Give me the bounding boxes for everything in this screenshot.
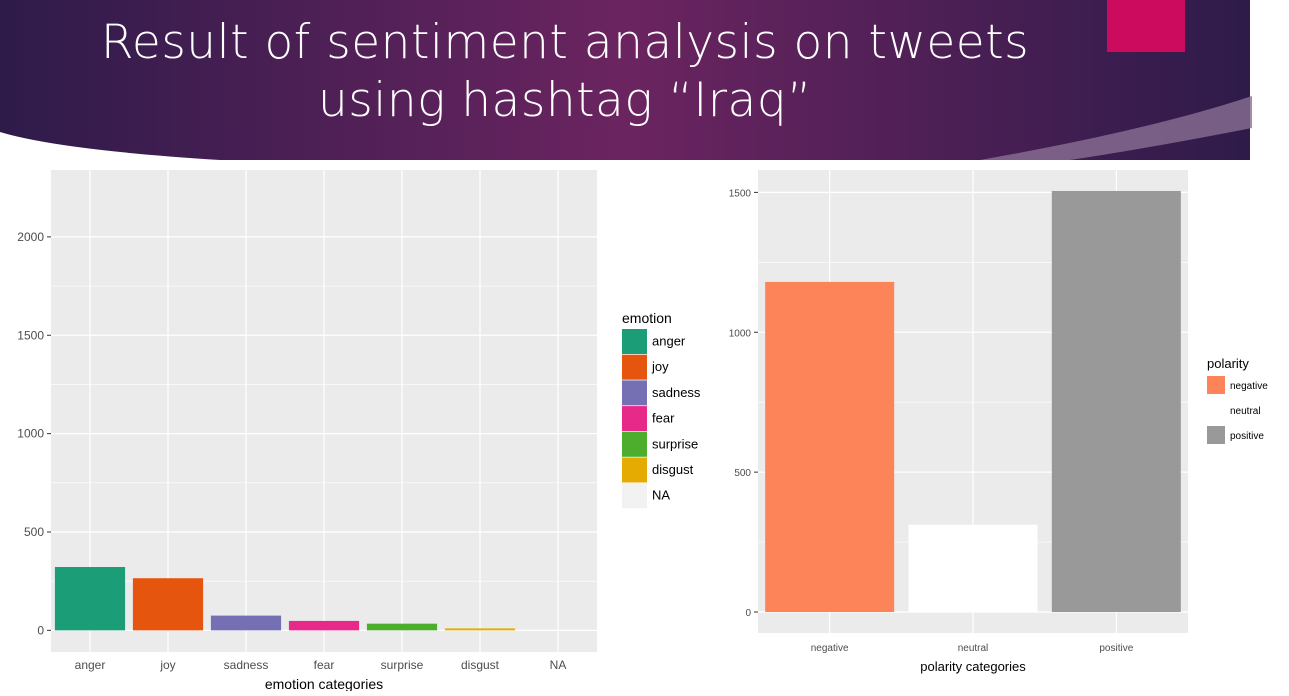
x-tick-label-fear: fear (314, 658, 335, 672)
slide-title-line-1: Result of sentiment analysis on tweets (100, 15, 1030, 70)
legend-key-neutral (1207, 401, 1225, 419)
bar-positive (1051, 190, 1181, 613)
legend-label-sadness: sadness (652, 385, 701, 400)
legend-label-positive: positive (1230, 431, 1264, 442)
emotion-chart: 0 500 1000 1500 2000 anger joy sadness fear surp… (0, 165, 720, 692)
legend-key-positive (1207, 426, 1225, 444)
bar-anger (54, 567, 126, 631)
pol-y-tick-label: 1000 (729, 328, 752, 339)
slide-title-line-2: using hashtag “Iraq” (317, 73, 813, 128)
legend-key-disgust (622, 457, 647, 483)
legend-label-anger: anger (652, 334, 686, 349)
emotion-legend-title: emotion (622, 310, 672, 326)
bar-disgust (444, 628, 516, 631)
polarity-chart-svg: 0 500 1000 1500 negative neutral positive pol… (729, 170, 1268, 674)
polarity-x-axis-label: polarity categories (920, 659, 1026, 674)
bar-surprise (366, 623, 438, 631)
legend-label-joy: joy (651, 359, 669, 374)
x-tick-label-joy: joy (159, 658, 175, 672)
legend-key-fear (622, 406, 647, 432)
emotion-x-axis-label: emotion categories (265, 676, 383, 691)
legend-key-anger (622, 329, 647, 354)
slide-title: Result of sentiment analysis on tweets u… (40, 14, 1090, 130)
legend-label-neutral: neutral (1230, 406, 1261, 417)
legend-label-surprise: surprise (652, 436, 698, 451)
x-tick-label-positive: positive (1099, 643, 1133, 654)
pol-y-tick-label: 500 (734, 468, 751, 479)
accent-square (1107, 0, 1185, 52)
bar-joy (132, 578, 204, 631)
emo-y-tick-label: 500 (24, 525, 44, 539)
bar-negative (765, 281, 895, 613)
legend-key-sadness (622, 380, 647, 406)
emo-y-tick-label: 1000 (17, 427, 44, 441)
emo-y-tick-label: 0 (37, 623, 44, 637)
x-tick-label-surprise: surprise (381, 658, 424, 672)
legend-label-negative: negative (1230, 381, 1268, 392)
x-tick-label-disgust: disgust (461, 658, 500, 672)
legend-label-fear: fear (652, 411, 675, 426)
pol-y-tick-label: 0 (745, 608, 751, 619)
legend-key-negative (1207, 376, 1225, 394)
emo-y-tick-label: 2000 (17, 230, 44, 244)
legend-label-na: NA (652, 488, 670, 503)
title-banner: Result of sentiment analysis on tweets u… (0, 0, 1289, 165)
legend-key-joy (622, 354, 647, 380)
bar-fear (288, 620, 360, 631)
pol-y-tick-label: 1500 (729, 188, 752, 199)
x-tick-label-na: NA (550, 658, 567, 672)
bar-sadness (210, 615, 282, 631)
x-tick-label-negative: negative (811, 643, 849, 654)
polarity-legend-title: polarity (1207, 356, 1249, 371)
bar-neutral (908, 524, 1038, 613)
x-tick-label-sadness: sadness (224, 658, 269, 672)
legend-key-na (622, 483, 647, 509)
legend-label-disgust: disgust (652, 462, 694, 477)
legend-key-surprise (622, 431, 647, 457)
x-tick-label-neutral: neutral (958, 643, 989, 654)
banner-background (0, 0, 1252, 160)
x-tick-label-anger: anger (75, 658, 106, 672)
polarity-chart: 0 500 1000 1500 negative neutral positive pol… (720, 165, 1289, 691)
emotion-chart-svg: 0 500 1000 1500 2000 anger joy sadness fear surp… (17, 170, 701, 692)
emo-y-tick-label: 1500 (17, 328, 44, 342)
